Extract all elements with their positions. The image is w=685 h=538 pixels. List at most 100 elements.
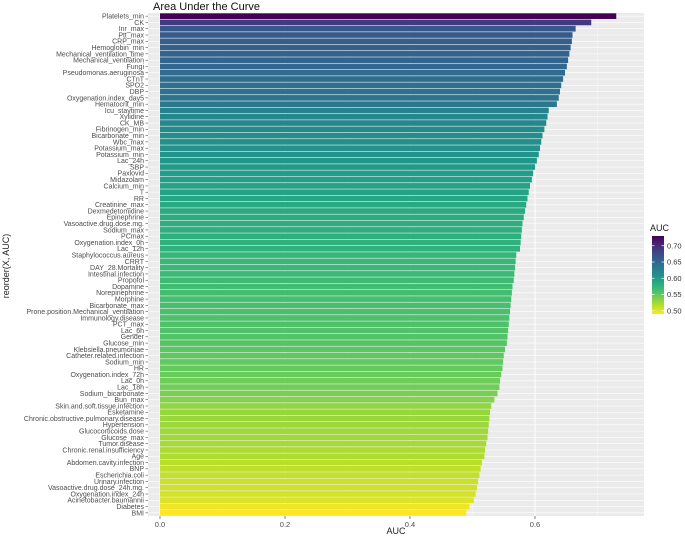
category-label: HR [134,366,144,373]
bar-52 [160,340,507,346]
category-label: Diabetes [116,504,144,511]
category-label: Dopamine [112,284,144,291]
bar-37 [160,245,520,252]
category-label: Mechanical_ventilation [73,58,144,65]
category-label: Propofol [118,278,145,285]
bar-56 [160,365,503,372]
bar-7 [160,57,569,63]
bar-70 [160,453,485,460]
category-label: Urinary.infection [94,479,144,486]
bar-50 [160,327,509,334]
bar-43 [160,283,513,290]
bar-63 [160,409,490,416]
x-tick-label: 0.6 [530,520,540,529]
bar-8 [160,63,567,70]
category-label: Lac_24h [117,158,144,165]
bar-28 [160,189,529,196]
bar-61 [160,396,495,403]
legend-label: 0.55 [667,290,682,299]
category-label: Chronic.renal.insufficiency [62,447,144,454]
bar-15 [160,107,549,114]
color-legend: AUC 0.70 0.65 0.60 0.55 0.50 [650,223,682,315]
bar-19 [160,132,543,139]
bar-69 [160,447,485,453]
category-label: CTnT [127,76,145,83]
bar-25 [160,170,534,177]
bar-68 [160,440,487,447]
category-label: Midazolam [110,177,144,184]
category-label: CRRT [125,259,145,266]
category-label: Bicarbonate_max [90,303,145,310]
legend-label: 0.50 [667,306,682,315]
bar-74 [160,478,479,485]
bar-31 [160,208,525,214]
category-label: Staphylococcus.aureus [72,252,145,259]
category-label: Fungi [126,64,144,71]
bar-79 [160,510,467,516]
bar-0 [160,13,617,19]
bar-32 [160,214,524,221]
category-label: Hypertension [103,422,144,429]
category-label: Oxygenation.index_0h [74,240,144,247]
bar-71 [160,459,482,466]
bar-1 [160,19,592,26]
category-label: Creatinine_max [95,202,145,209]
bar-57 [160,371,502,378]
category-label: Mechanical_ventilation_time [56,51,144,58]
bar-34 [160,227,522,233]
category-label: Inr_max [119,26,145,33]
category-label: DAY_28.Mortality [90,265,144,272]
bar-3 [160,32,573,38]
category-label: Sodium_bicarbonate [80,391,144,398]
category-label: DBP [130,89,145,96]
category-label: Oxygenation.index_72h [70,372,144,379]
category-label: Oxygenation.index_day5 [67,95,144,102]
bar-41 [160,271,515,277]
category-label: Potassium_min [96,152,144,159]
category-label: Glucose_max [101,435,144,442]
category-label: Lac_12h [117,246,144,253]
bar-76 [160,491,476,497]
category-label: Epinephrine [107,215,144,222]
category-label: Age [132,454,145,461]
legend-label: 0.65 [667,258,682,267]
category-label: Platelets_min [102,14,144,21]
category-label: Bun_max [114,397,144,404]
bar-51 [160,333,508,340]
legend-title: AUC [650,223,670,233]
bar-4 [160,38,572,45]
bar-49 [160,321,509,328]
category-label: Dexmedetomidine [88,208,145,215]
category-label: SPO2 [125,83,144,90]
x-tick-label: 0.0 [155,520,165,529]
category-label: Lac_0h [121,378,144,385]
bar-46 [160,302,511,309]
category-label: Potassium_max [94,146,144,153]
bar-66 [160,428,489,434]
category-label: Wbc_max [113,139,145,146]
category-label: Ptt_max [118,32,144,39]
bar-18 [160,126,545,133]
bar-24 [160,164,535,170]
bar-27 [160,183,530,189]
bar-20 [160,139,542,145]
bar-30 [160,201,527,208]
bar-60 [160,390,498,397]
bar-6 [160,51,570,57]
x-axis-title: AUC [386,526,406,536]
bar-67 [160,434,488,441]
category-label: Intestinal.infection [88,271,144,278]
bar-55 [160,359,504,365]
category-label: CK [134,20,144,27]
bar-12 [160,88,560,95]
category-label: Prone.position.Mechanical_ventilation [26,309,144,316]
category-label: Lac_6h [121,328,144,335]
bar-54 [160,352,504,359]
category-label: Icu_staytime [105,108,144,115]
category-label: SBP [130,164,144,171]
category-label: Sodium_min [105,359,144,366]
category-label: BMI [132,510,145,517]
category-label: Oxygenation.index_24h [70,491,144,498]
bar-58 [160,377,500,384]
